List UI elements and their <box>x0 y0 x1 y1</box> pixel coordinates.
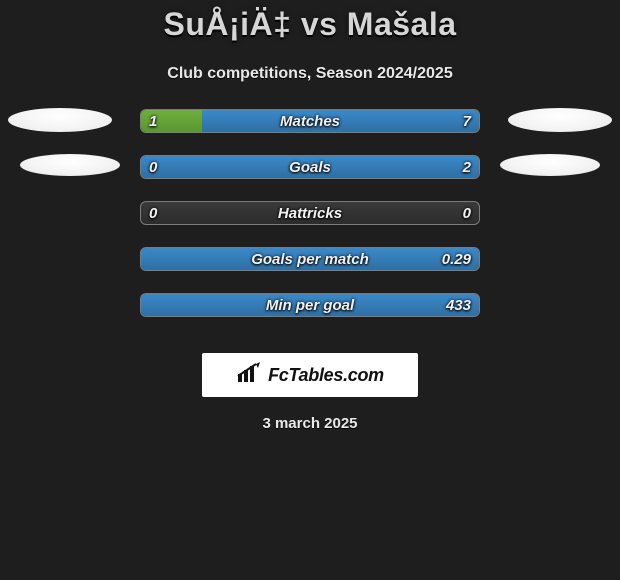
stat-label: Matches <box>141 110 479 132</box>
stat-row: 0 Goals 2 <box>0 155 620 201</box>
stat-row: 1 Matches 7 <box>0 109 620 155</box>
player-left-marker <box>20 154 120 176</box>
stat-right-value: 433 <box>446 294 471 316</box>
stat-bar: Goals per match 0.29 <box>140 247 480 271</box>
stat-bar: 0 Hattricks 0 <box>140 201 480 225</box>
stat-bar: 1 Matches 7 <box>140 109 480 133</box>
stat-right-value: 0 <box>463 202 471 224</box>
stat-bar: 0 Goals 2 <box>140 155 480 179</box>
stat-row: 0 Hattricks 0 <box>0 201 620 247</box>
stat-rows: 1 Matches 7 0 Goals 2 0 Hattricks <box>0 109 620 339</box>
player-right-marker <box>508 108 612 132</box>
page-subtitle: Club competitions, Season 2024/2025 <box>0 65 620 83</box>
stat-right-value: 7 <box>463 110 471 132</box>
fctables-link[interactable]: FcTables.com <box>202 353 418 397</box>
fctables-logo-text: FcTables.com <box>268 365 384 386</box>
stat-label: Goals <box>141 156 479 178</box>
comparison-card: SuÅ¡iÄ‡ vs Mašala Club competitions, Sea… <box>0 0 620 432</box>
stat-row: Min per goal 433 <box>0 293 620 339</box>
stat-right-value: 0.29 <box>442 248 471 270</box>
stat-row: Goals per match 0.29 <box>0 247 620 293</box>
stat-bar: Min per goal 433 <box>140 293 480 317</box>
date-label: 3 march 2025 <box>0 415 620 432</box>
stat-label: Goals per match <box>141 248 479 270</box>
stat-label: Min per goal <box>141 294 479 316</box>
player-left-marker <box>8 108 112 132</box>
stat-right-value: 2 <box>463 156 471 178</box>
page-title: SuÅ¡iÄ‡ vs Mašala <box>0 6 620 43</box>
stat-label: Hattricks <box>141 202 479 224</box>
bar-chart-icon <box>236 362 262 389</box>
player-right-marker <box>500 154 600 176</box>
